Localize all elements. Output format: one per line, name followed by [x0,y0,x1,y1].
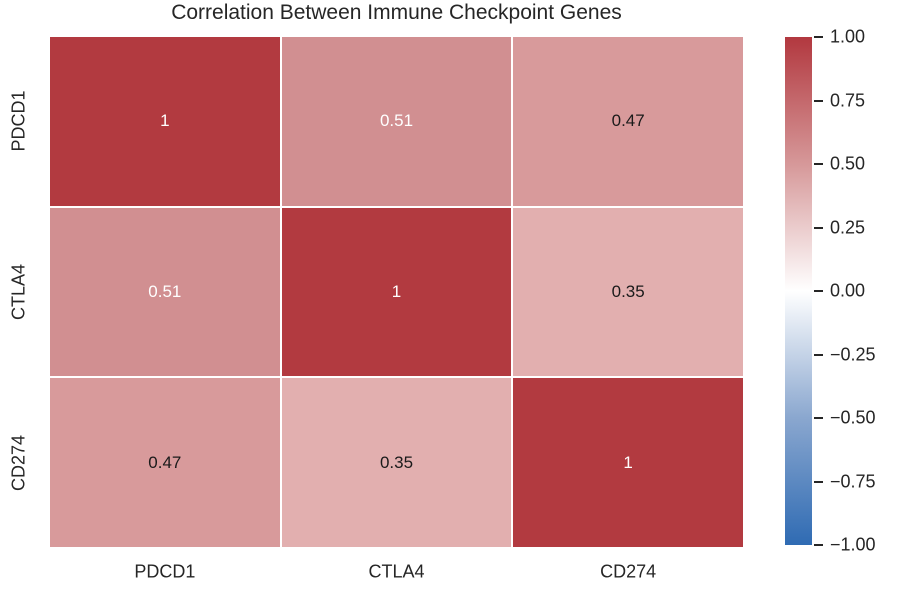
colorbar-tick-mark [814,480,823,483]
heatmap-cell: 0.35 [281,378,512,547]
colorbar [785,37,812,545]
colorbar-tick-mark [814,163,823,165]
heatmap-cell: 0.35 [513,207,743,377]
colorbar-tick-mark [814,36,823,38]
heatmap-cell: 0.47 [50,378,280,547]
colorbar-tick-label: −1.00 [830,534,876,555]
colorbar-tick-label: 0.25 [830,217,866,237]
colorbar-tick-label: 1.00 [830,26,866,47]
colorbar-tick-mark [814,226,823,229]
x-axis-label: CTLA4 [368,561,425,582]
colorbar-tick-label: −0.25 [830,344,876,364]
colorbar-tick-label: −0.50 [830,407,876,428]
colorbar-tick-mark [814,353,823,356]
colorbar-tick-mark [814,99,823,102]
colorbar-tick-label: −0.75 [830,471,876,491]
colorbar-tick-label: 0.50 [830,153,866,174]
heatmap-cell: 0.51 [50,207,280,377]
colorbar-tick-mark [814,544,823,546]
colorbar-tick-label: 0.75 [830,90,866,110]
heatmap-cell: 1 [50,37,280,206]
y-axis-label: PDCD1 [8,90,29,152]
heatmap-cell: 0.51 [281,37,512,206]
colorbar-tick-mark [814,290,823,292]
heatmap-cell: 0.47 [513,37,743,206]
chart-title: Correlation Between Immune Checkpoint Ge… [171,1,622,24]
heatmap-grid: 1 0.51 0.47 0.51 1 0.35 0.47 0.35 1 [50,37,743,547]
x-axis-label: CD274 [600,561,657,582]
heatmap-cell: 1 [513,378,743,547]
y-axis-label: CD274 [8,434,29,491]
x-axis-label: PDCD1 [134,561,196,582]
colorbar-tick-label: 0.00 [830,280,866,301]
colorbar-tick-mark [814,417,823,419]
heatmap-cell: 1 [281,207,512,377]
y-axis-label: CTLA4 [8,263,29,321]
